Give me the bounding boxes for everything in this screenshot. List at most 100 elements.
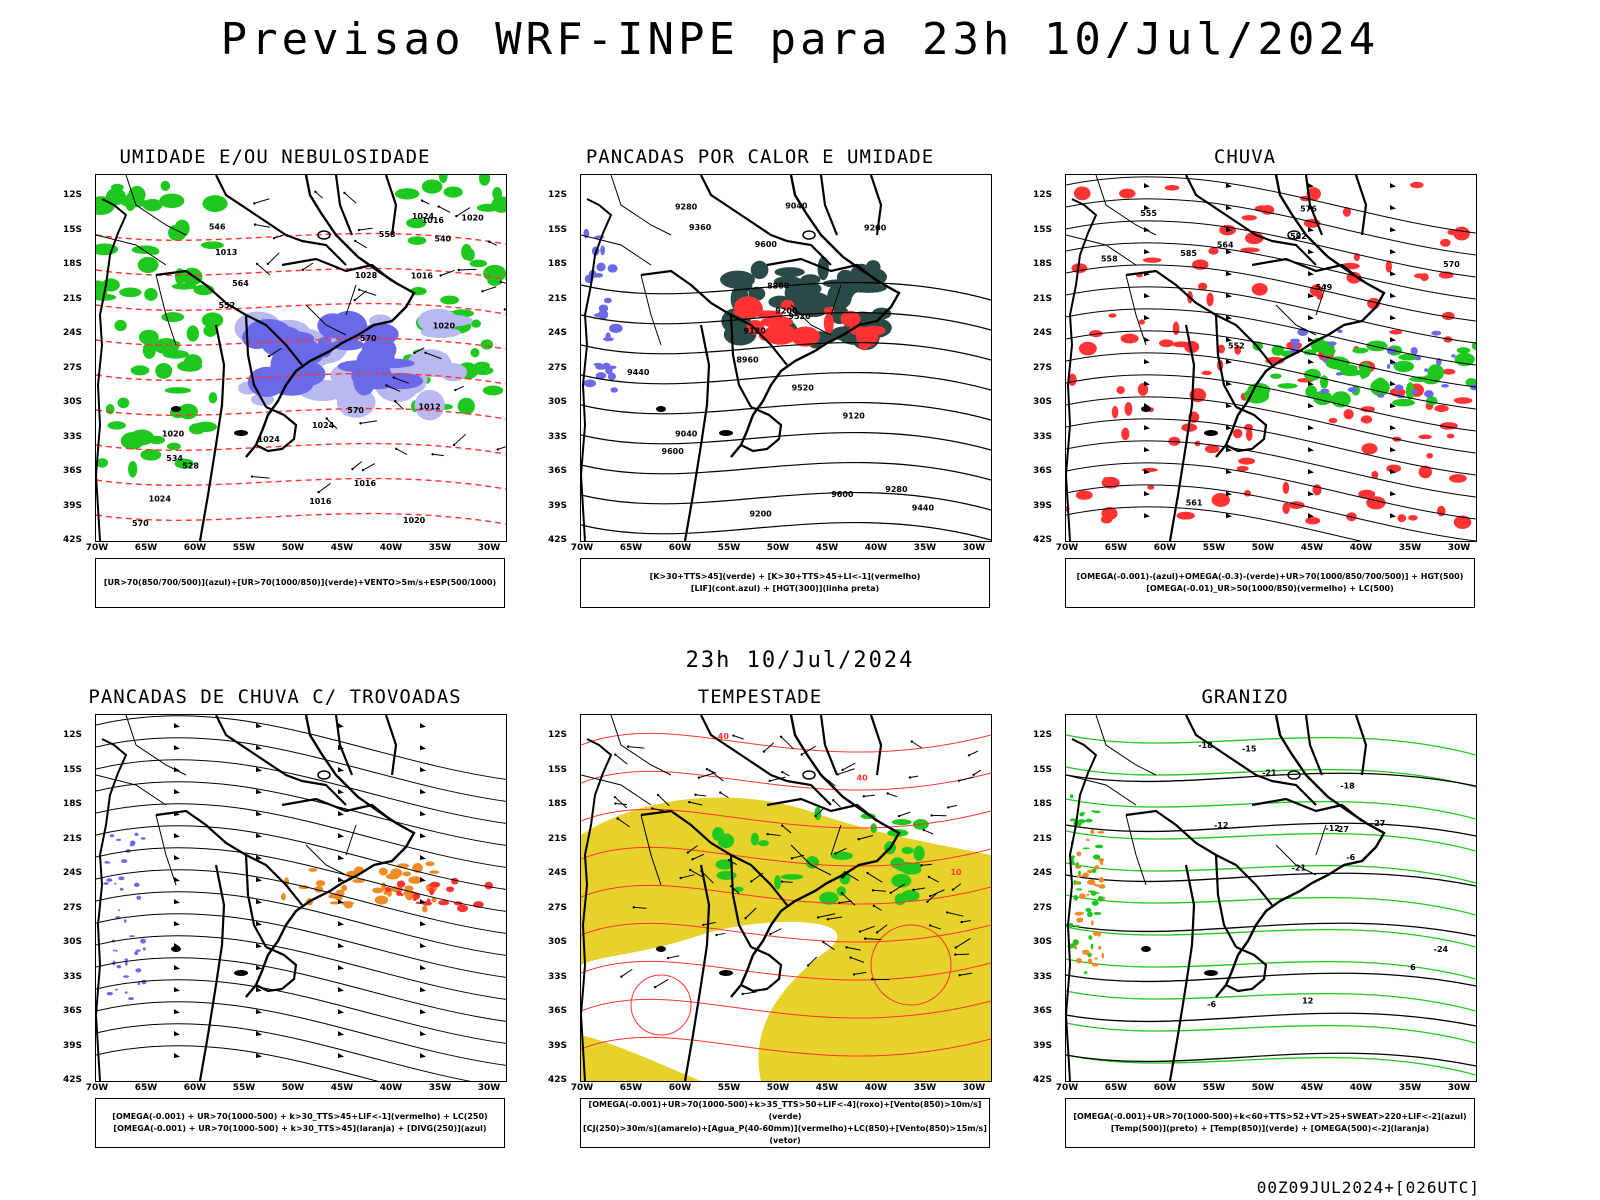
rain-area <box>1442 368 1456 375</box>
wind-vector <box>763 742 775 752</box>
streamline-arrow <box>1144 249 1150 254</box>
coastline <box>245 175 416 458</box>
contour-label: 561 <box>1186 499 1203 508</box>
wind-vector <box>827 916 843 920</box>
wind-vector-head <box>354 239 357 243</box>
streamline-arrow <box>1226 293 1232 298</box>
longitude-label: 65W <box>134 543 158 553</box>
streamline-arrow <box>1226 469 1232 474</box>
rain-area <box>1176 511 1195 520</box>
longitude-label: 35W <box>428 1083 452 1093</box>
temp-850-contour <box>1066 894 1476 916</box>
wind-vector-head <box>719 791 722 794</box>
strong-instability-area <box>758 330 771 341</box>
humidity-low-area <box>96 458 109 468</box>
latitude-label: 24S <box>548 868 568 878</box>
latitude-label: 12S <box>1033 730 1053 740</box>
wind-vector-head <box>926 900 929 903</box>
forecast-map-svg: 9600 9600 9520 9440 9360 9280 9200 9120 9040 9520… <box>581 175 991 541</box>
wind-vector <box>680 874 695 879</box>
wind-vector <box>706 768 717 774</box>
hail-area <box>1078 881 1082 885</box>
streamline-arrow <box>1390 469 1396 474</box>
contour-line <box>1066 1012 1476 1027</box>
rain-strong-area <box>1398 353 1419 361</box>
streamline <box>96 913 506 978</box>
streamline-arrow <box>174 899 180 904</box>
rain-area <box>1121 427 1130 441</box>
contour-line <box>581 491 991 511</box>
border-line <box>198 864 226 1081</box>
rain-area <box>1240 247 1260 253</box>
streamline-arrow <box>256 855 262 860</box>
strong-instability-area <box>780 299 795 311</box>
streamline <box>96 1001 506 1066</box>
streamline <box>1066 396 1476 454</box>
rain-area <box>1453 397 1473 404</box>
rain-omega-area <box>1441 384 1449 388</box>
humidity-low-area <box>174 458 194 469</box>
contour-line <box>581 281 991 301</box>
wind-vector-head <box>849 956 852 959</box>
wind-vector-head <box>705 768 709 771</box>
contour-label: 570 <box>360 334 377 343</box>
longitude-label: 40W <box>1349 543 1373 553</box>
contour-label: 9600 <box>831 490 854 499</box>
latitude-label: 36S <box>1033 466 1053 476</box>
longitude-label: 60W <box>183 1083 207 1093</box>
wind-vector <box>720 792 729 799</box>
latitude-label: 18S <box>1033 799 1053 809</box>
border-line <box>155 809 303 906</box>
map-legend: [UR>70(850/700/500)](azul)+[UR>70(1000/8… <box>95 558 505 608</box>
wind-vector <box>801 745 816 755</box>
streamline <box>1066 286 1476 344</box>
wind-vector-head <box>871 889 875 892</box>
omega-area <box>1092 930 1099 936</box>
contour-label: 582 <box>1290 232 1307 241</box>
rain-area <box>1211 493 1230 507</box>
rain-area <box>1358 489 1376 499</box>
longitude-label: 35W <box>1398 543 1422 553</box>
streamline-arrow <box>420 921 426 926</box>
contour-label: 9120 <box>744 326 767 335</box>
rain-area <box>1204 444 1220 454</box>
state-line <box>640 814 662 886</box>
longitude-label: 30W <box>962 1083 986 1093</box>
humidity-low-area <box>457 397 475 415</box>
streamline-arrow <box>256 767 262 772</box>
state-line <box>610 715 672 776</box>
wind-vector <box>842 762 856 771</box>
streamline-arrow <box>338 1053 344 1058</box>
humidity-high-area <box>331 339 364 351</box>
latitude-label: 12S <box>548 730 568 740</box>
streamline-arrow <box>1390 205 1396 210</box>
wind-vector-head <box>250 475 254 478</box>
streamline <box>581 1036 991 1057</box>
streamline-arrow <box>256 921 262 926</box>
wind-vector <box>393 377 409 384</box>
instability-area <box>774 267 805 278</box>
latitude-label: 27S <box>1033 362 1053 373</box>
state-line <box>830 824 842 856</box>
rain-area <box>1440 238 1451 247</box>
latitude-label: 36S <box>548 466 568 476</box>
streamline-arrow <box>420 1053 426 1058</box>
wind-vector-head <box>862 795 866 798</box>
rain-area <box>1241 214 1257 221</box>
wind-vector <box>872 889 886 892</box>
west-coastline <box>1066 198 1098 541</box>
wind-vector <box>958 776 974 782</box>
wind-vector <box>615 754 628 765</box>
streamline-arrow <box>1308 425 1314 430</box>
omega-area <box>1099 859 1104 866</box>
longitude-label: 65W <box>134 1083 158 1093</box>
temp-850-contour <box>1066 830 1476 852</box>
low-level-wind-area <box>901 889 920 902</box>
temp-850-contour <box>1066 862 1476 884</box>
forecast-time-subtitle: 23h 10/Jul/2024 <box>685 648 915 673</box>
contour-label: 1020 <box>403 516 426 525</box>
rain-area <box>1206 292 1214 307</box>
latitude-label: 12S <box>1033 190 1053 200</box>
wind-vector <box>668 955 680 959</box>
wind-vector <box>815 807 826 817</box>
